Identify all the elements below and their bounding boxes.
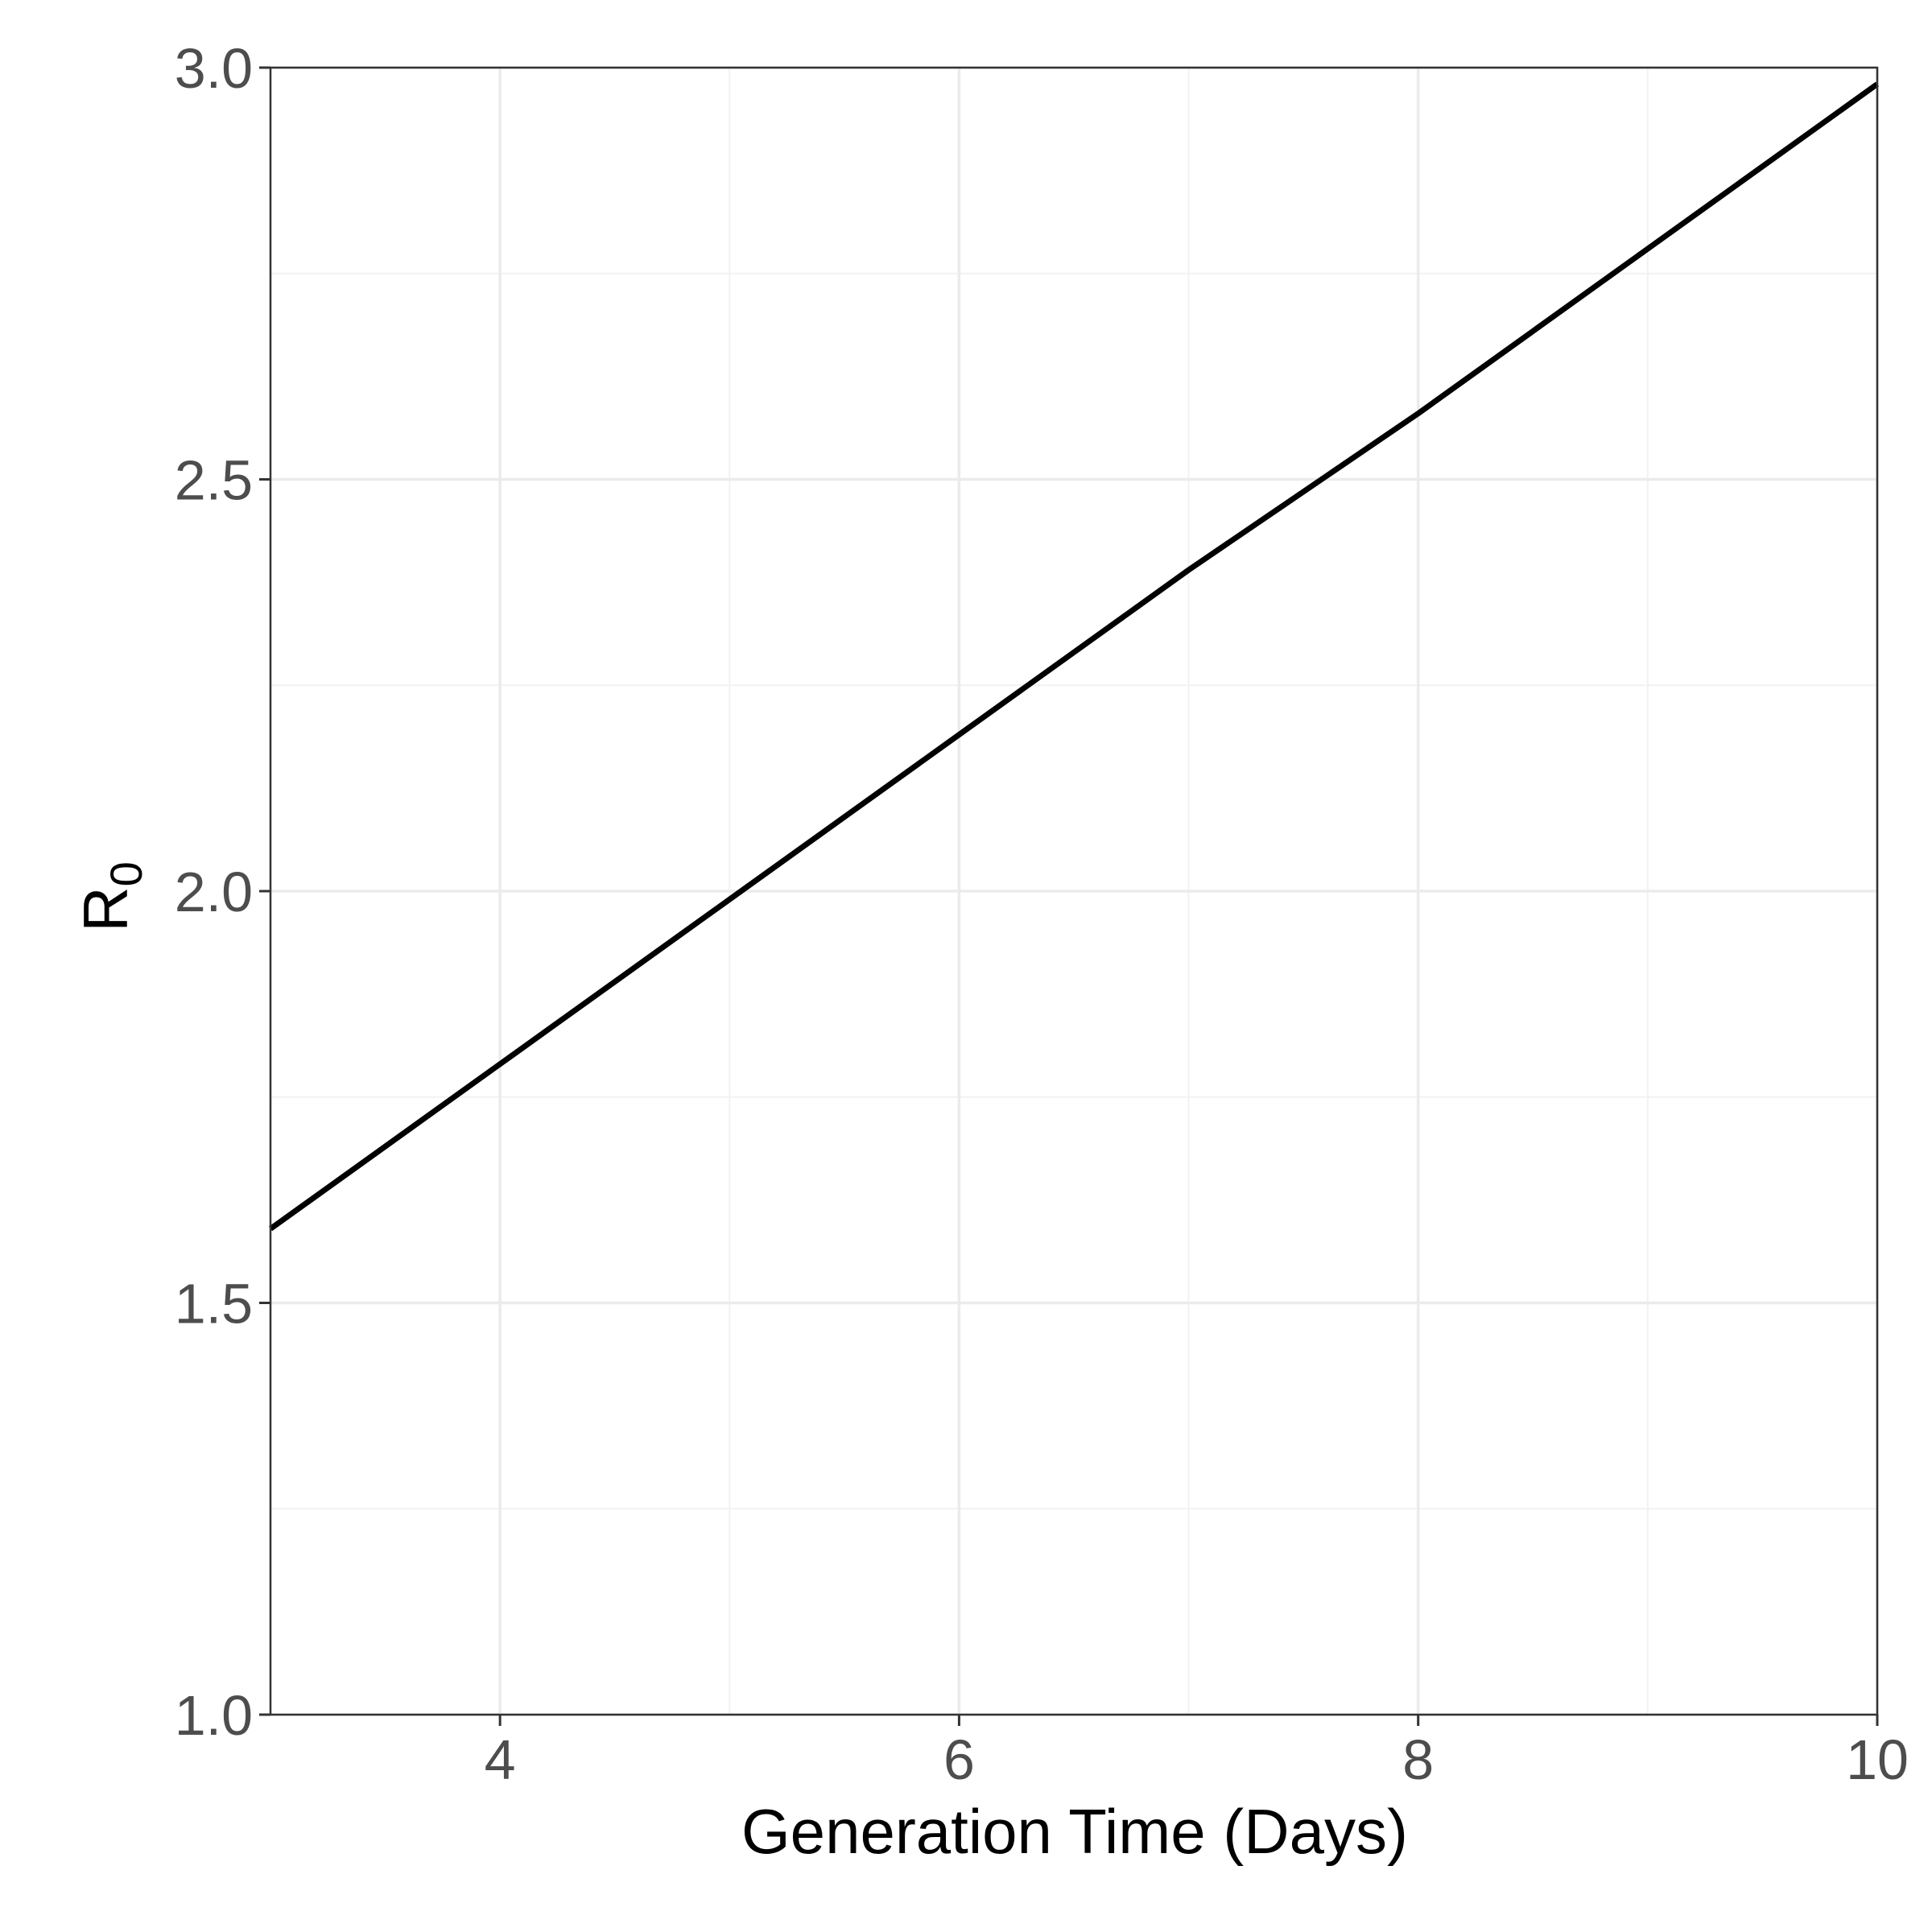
y-axis-title: R0 — [70, 861, 151, 932]
x-tick-label: 8 — [1402, 1728, 1434, 1791]
y-axis-title-subscript: 0 — [101, 861, 151, 886]
y-tick-label: 1.5 — [175, 1273, 253, 1335]
series-line — [268, 81, 1880, 1232]
tick-labels: 4 6 8 10 1.0 1.5 2.0 2.5 3.0 — [175, 37, 1909, 1791]
x-axis-title: Generation Time (Days) — [741, 1796, 1408, 1867]
y-tick-label: 2.0 — [175, 861, 253, 923]
y-tick-label: 2.5 — [175, 449, 253, 512]
y-tick-label: 1.0 — [175, 1684, 253, 1747]
x-tick-label: 10 — [1846, 1728, 1909, 1791]
axis-ticks — [259, 66, 1879, 1726]
x-tick-label: 4 — [485, 1728, 516, 1791]
y-axis-title-base: R — [70, 886, 141, 931]
y-tick-label: 3.0 — [175, 37, 253, 100]
major-gridlines — [270, 66, 1879, 1716]
series-layer — [268, 81, 1880, 1232]
svg-text:R0: R0 — [70, 861, 151, 932]
x-tick-label: 6 — [943, 1728, 975, 1791]
